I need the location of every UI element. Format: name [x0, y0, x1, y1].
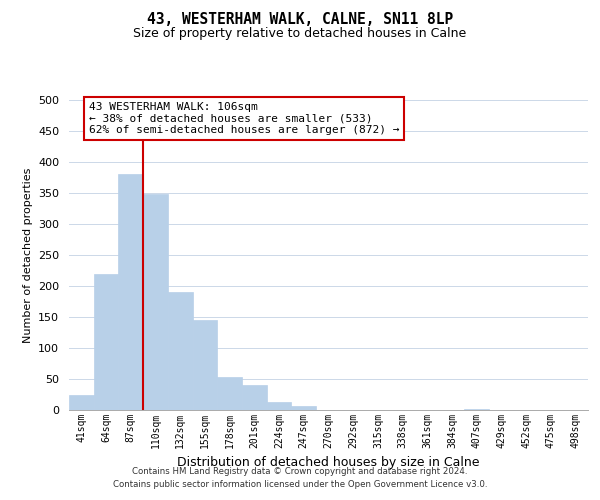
- Text: Contains public sector information licensed under the Open Government Licence v3: Contains public sector information licen…: [113, 480, 487, 489]
- Text: Contains HM Land Registry data © Crown copyright and database right 2024.: Contains HM Land Registry data © Crown c…: [132, 467, 468, 476]
- Bar: [193, 320, 217, 410]
- Text: Size of property relative to detached houses in Calne: Size of property relative to detached ho…: [133, 28, 467, 40]
- Y-axis label: Number of detached properties: Number of detached properties: [23, 168, 32, 342]
- Bar: [464, 409, 489, 410]
- Bar: [94, 274, 118, 410]
- Bar: [267, 402, 292, 410]
- Bar: [292, 406, 316, 410]
- Bar: [242, 385, 267, 410]
- Bar: [118, 174, 143, 410]
- Text: 43 WESTERHAM WALK: 106sqm
← 38% of detached houses are smaller (533)
62% of semi: 43 WESTERHAM WALK: 106sqm ← 38% of detac…: [89, 102, 399, 135]
- Bar: [168, 292, 193, 410]
- Text: 43, WESTERHAM WALK, CALNE, SN11 8LP: 43, WESTERHAM WALK, CALNE, SN11 8LP: [147, 12, 453, 28]
- X-axis label: Distribution of detached houses by size in Calne: Distribution of detached houses by size …: [177, 456, 480, 469]
- Bar: [143, 194, 168, 410]
- Bar: [69, 394, 94, 410]
- Bar: [217, 377, 242, 410]
